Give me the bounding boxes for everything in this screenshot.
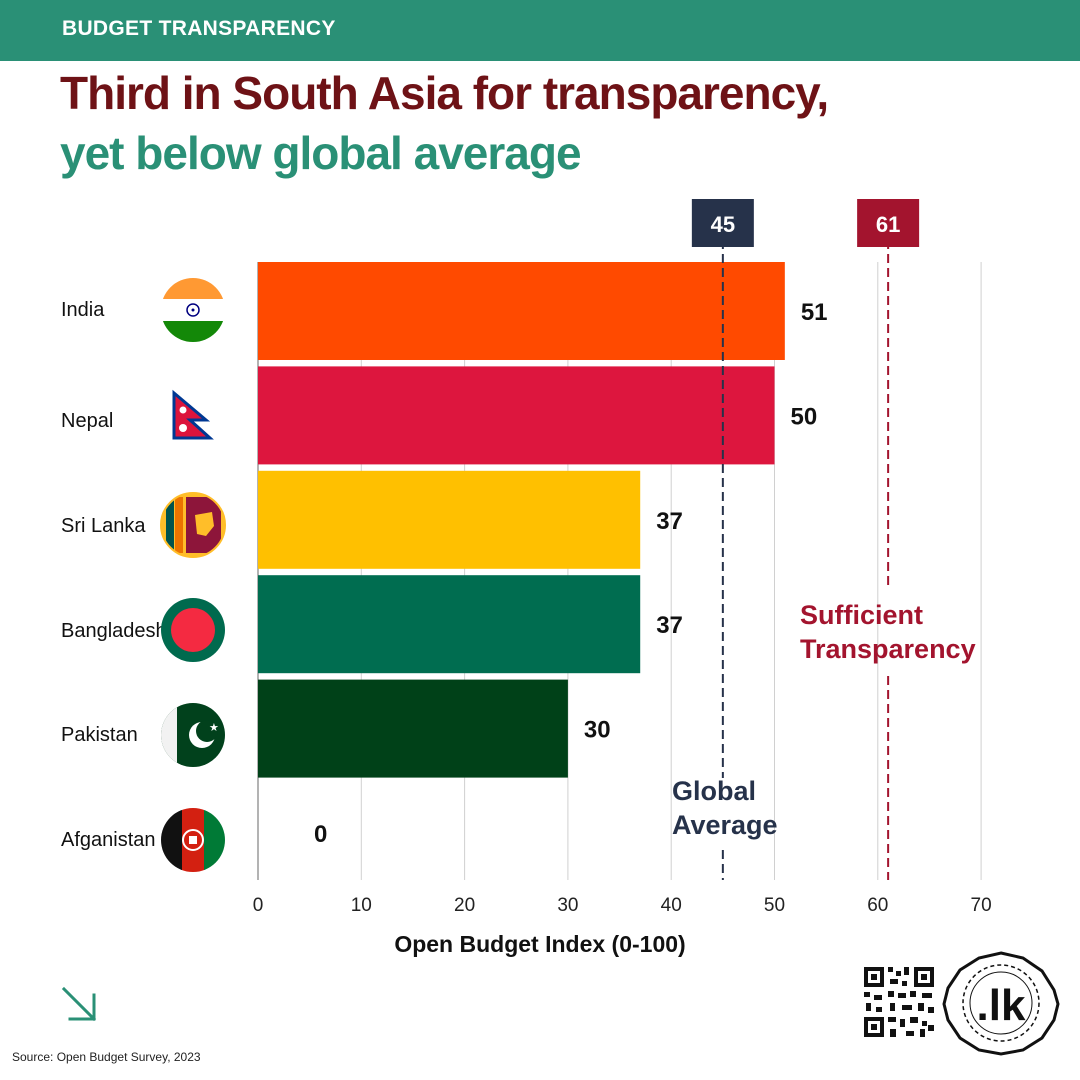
x-axis-title: Open Budget Index (0-100) (394, 931, 685, 957)
country-label-nepal: Nepal (61, 410, 114, 432)
reference-lines: 45 Global Average 61 Sufficient Transparency (672, 199, 976, 880)
x-tick-label: 40 (661, 895, 682, 916)
reference-label: Transparency (800, 634, 976, 664)
svg-text:★: ★ (209, 721, 219, 734)
title-line-2: yet below global average (60, 127, 582, 179)
bar (258, 470, 641, 569)
reference-badge-value: 61 (876, 212, 900, 237)
country-label-afganistan: Afganistan (61, 829, 156, 851)
reference-badge-value: 45 (711, 212, 735, 237)
bar (258, 366, 775, 465)
value-label: 30 (584, 717, 611, 744)
x-tick-label: 30 (557, 895, 578, 916)
afghanistan-flag-icon (161, 808, 225, 872)
bangladesh-flag-icon (161, 598, 225, 662)
source-note: Source: Open Budget Survey, 2023 (12, 1050, 201, 1064)
bar (258, 679, 568, 778)
sri-lanka-flag-icon (161, 493, 225, 557)
country-label-pakistan: Pakistan (61, 724, 138, 746)
bar (258, 262, 785, 360)
nepal-flag-icon (172, 389, 214, 440)
country-label-sri-lanka: Sri Lanka (61, 515, 146, 537)
value-label: 51 (801, 299, 828, 326)
country-label-bangladesh: Bangladesh (61, 620, 167, 642)
value-label: 50 (791, 403, 818, 430)
header-bar: BUDGET TRANSPARENCY (0, 0, 1080, 61)
reference-label: Sufficient (800, 600, 923, 630)
x-tick-label: 60 (867, 895, 888, 916)
x-tick-label: 10 (351, 895, 372, 916)
reference-label: Global (672, 776, 756, 806)
x-tick-label: 0 (253, 895, 264, 916)
reference-badge (857, 199, 920, 247)
x-tick-label: 50 (764, 895, 785, 916)
india-flag-icon (161, 278, 225, 342)
title-line-1: Third in South Asia for transparency, (60, 67, 829, 119)
pakistan-flag-icon: ★ (161, 703, 225, 767)
value-labels: 51 50 37 37 30 0 (314, 299, 828, 848)
value-label: 37 (656, 612, 683, 639)
x-axis-ticks: 0 10 20 30 40 50 60 70 (253, 895, 992, 916)
country-label-india: India (61, 299, 105, 321)
reference-label: Average (672, 810, 778, 840)
value-label: 37 (656, 508, 683, 535)
bars (258, 262, 785, 778)
bar (258, 575, 641, 674)
reference-badge (691, 199, 754, 247)
header-label: BUDGET TRANSPARENCY (62, 17, 336, 40)
x-tick-label: 20 (454, 895, 475, 916)
value-label: 0 (314, 821, 327, 848)
arrow-down-right-icon (61, 986, 97, 1022)
qr-code-icon (862, 965, 936, 1039)
x-tick-label: 70 (971, 895, 992, 916)
lk-logo: .lk (942, 951, 1060, 1056)
lk-logo-text: .lk (977, 981, 1026, 1030)
